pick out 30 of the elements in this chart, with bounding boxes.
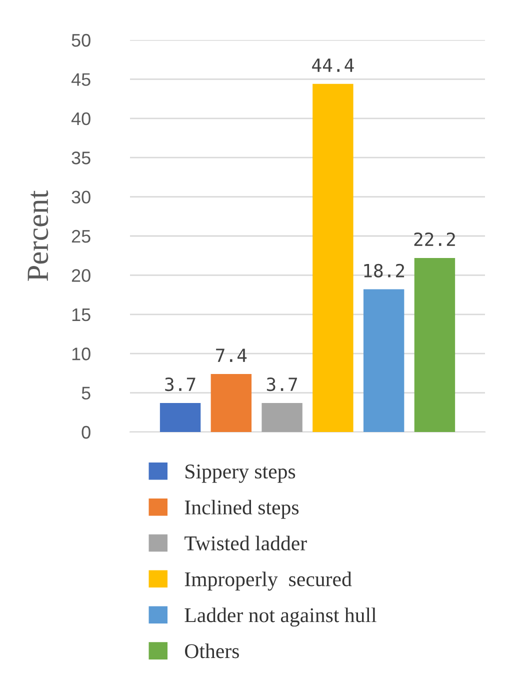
bar <box>363 289 404 432</box>
bar <box>262 402 302 432</box>
data-label: 22.2 <box>414 232 455 246</box>
y-tick-label: 10 <box>72 348 90 360</box>
data-label: 3.7 <box>266 378 298 392</box>
bar <box>210 374 252 432</box>
y-tick-label: 30 <box>72 190 90 204</box>
y-tick-label: 25 <box>72 230 90 243</box>
legend-label: Sippery steps <box>186 464 296 483</box>
legend-label: Inclined steps <box>184 500 299 519</box>
data-label: 3.7 <box>165 378 196 392</box>
bar <box>312 84 354 432</box>
y-tick-label: 5 <box>82 386 90 400</box>
legend-label: Twisted ladder <box>184 536 307 550</box>
data-label: 44.4 <box>312 58 354 72</box>
legend-label: Others <box>185 644 239 658</box>
bar <box>160 402 201 432</box>
y-tick-label: 50 <box>72 34 90 47</box>
legend-label: Improperly secured <box>184 572 352 591</box>
legend-label: Ladder not against hull <box>184 608 376 627</box>
y-axis-title: Percent <box>28 190 48 281</box>
y-tick-label: 20 <box>72 269 90 282</box>
data-label: 7.4 <box>216 348 247 362</box>
y-tick-label: 40 <box>71 112 90 126</box>
y-tick-label: 45 <box>71 73 90 86</box>
y-tick-label: 15 <box>72 308 90 322</box>
bar <box>414 258 456 432</box>
y-tick-label: 35 <box>72 152 90 164</box>
y-tick-label: 0 <box>82 426 90 439</box>
data-label: 18.2 <box>364 264 404 278</box>
